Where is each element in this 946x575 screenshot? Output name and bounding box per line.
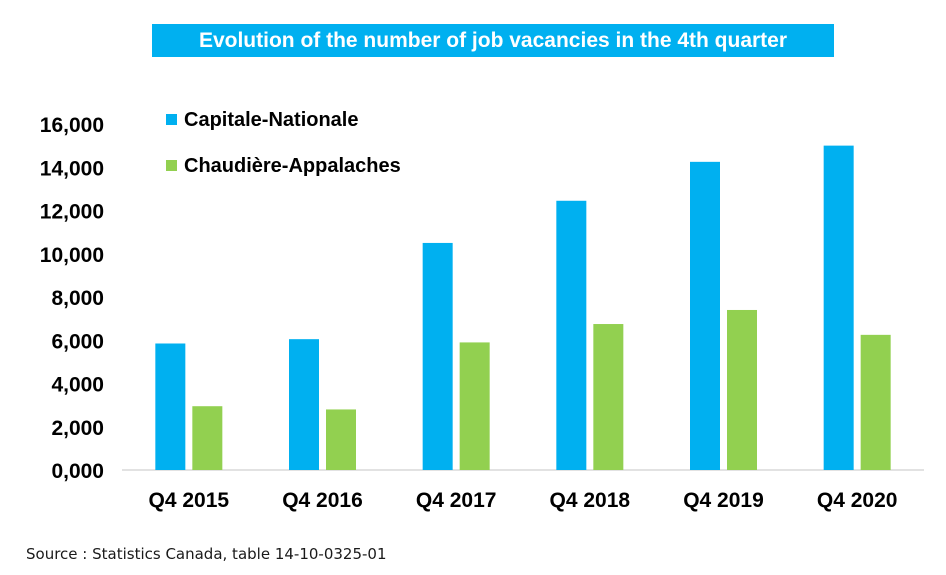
y-tick-label: 10,000 — [40, 244, 104, 267]
x-tick-label: Q4 2017 — [416, 489, 497, 512]
y-tick-label: 14,000 — [40, 157, 104, 180]
source-note: Source : Statistics Canada, table 14-10-… — [26, 545, 387, 563]
chart-title: Evolution of the number of job vacancies… — [152, 24, 834, 57]
y-tick-label: 12,000 — [40, 201, 104, 224]
y-tick-label: 6,000 — [51, 330, 104, 353]
bar-capitale-nationale — [823, 145, 854, 470]
bar-capitale-nationale — [556, 200, 587, 471]
bar-chaudiere-appalaches — [192, 406, 223, 470]
bar-capitale-nationale — [155, 343, 186, 470]
y-tick-label: 2,000 — [51, 417, 104, 440]
bar-capitale-nationale — [289, 339, 319, 470]
x-tick-label: Q4 2019 — [683, 489, 764, 512]
y-tick-label: 8,000 — [51, 287, 104, 310]
y-tick-label: 0,000 — [51, 460, 104, 483]
y-tick-label: 16,000 — [40, 114, 104, 137]
legend-swatch — [166, 160, 177, 171]
legend-label: Capitale-Nationale — [184, 109, 358, 131]
legend-label: Chaudière-Appalaches — [184, 155, 401, 177]
y-tick-label: 4,000 — [51, 374, 104, 397]
bar-chaudiere-appalaches — [727, 309, 757, 470]
x-tick-label: Q4 2020 — [817, 489, 898, 512]
bar-capitale-nationale — [690, 161, 720, 470]
legend-swatch — [166, 114, 177, 125]
x-tick-label: Q4 2016 — [282, 489, 363, 512]
x-tick-label: Q4 2018 — [550, 489, 631, 512]
x-tick-label: Q4 2015 — [149, 489, 230, 512]
bar-chaudiere-appalaches — [860, 334, 891, 470]
bar-chaudiere-appalaches — [593, 324, 624, 470]
bar-chaudiere-appalaches — [459, 342, 490, 470]
bar-chaudiere-appalaches — [326, 409, 356, 470]
bar-capitale-nationale — [422, 242, 453, 470]
